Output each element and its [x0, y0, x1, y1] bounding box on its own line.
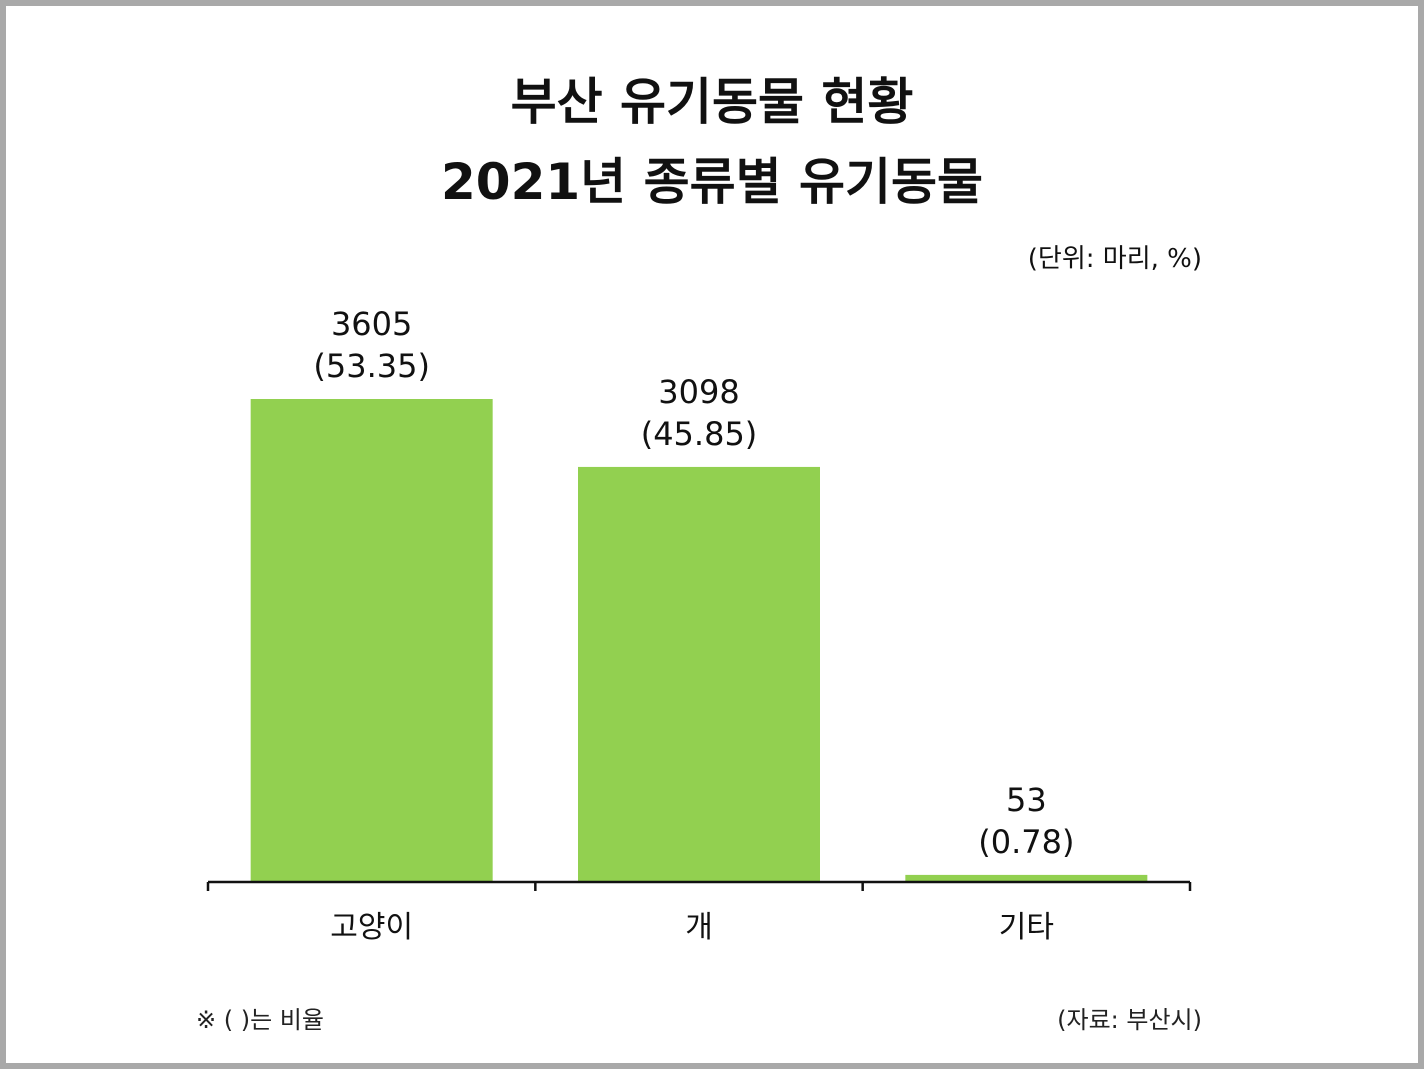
bar-1 [578, 466, 820, 882]
chart-title-line1: 부산 유기동물 현황 [510, 73, 914, 131]
bar-2 [905, 874, 1148, 882]
bar-value-label-0: 3605 [331, 305, 412, 343]
source-note: (자료: 부산시) [1057, 1006, 1202, 1034]
x-tick-label-1: 개 [685, 910, 713, 945]
bar-percent-label-1: (45.85) [641, 415, 758, 453]
bar-value-label-2: 53 [1006, 781, 1047, 819]
unit-note: (단위: 마리, %) [1027, 244, 1202, 274]
bar-percent-label-2: (0.78) [978, 823, 1074, 861]
bar-value-label-1: 3098 [658, 373, 739, 411]
chart-title-line2: 2021년 종류별 유기동물 [441, 153, 983, 211]
chart-title: 부산 유기동물 현황 2021년 종류별 유기동물 [0, 62, 1424, 222]
bar-0 [250, 399, 493, 882]
bar-percent-label-0: (53.35) [313, 347, 430, 385]
x-tick-label-2: 기타 [999, 910, 1054, 945]
ratio-footnote: ※ ( )는 비율 [196, 1006, 324, 1034]
x-tick-label-0: 고양이 [330, 910, 413, 945]
